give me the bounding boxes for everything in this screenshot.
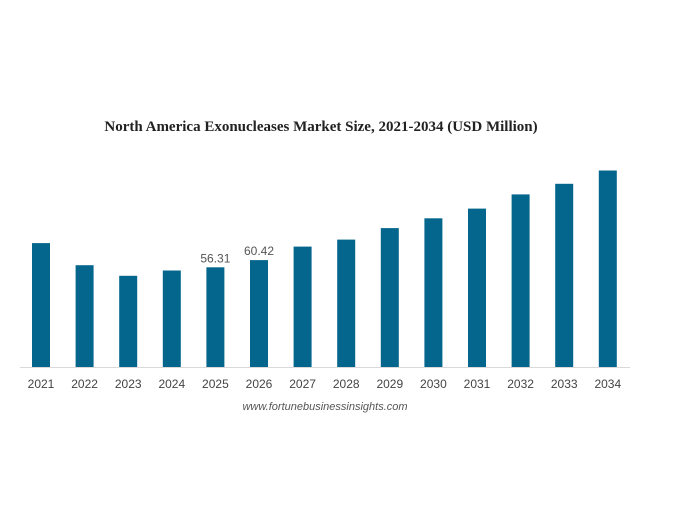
- x-tick-label: 2023: [115, 377, 142, 391]
- x-tick-label: 2026: [246, 377, 273, 391]
- chart-title: North America Exonucleases Market Size, …: [104, 119, 538, 135]
- x-tick-label: 2021: [28, 377, 55, 391]
- bar-2033: [555, 183, 574, 367]
- x-tick-label: 2031: [464, 377, 491, 391]
- bar-2031: [468, 208, 486, 367]
- bar-2030: [424, 218, 443, 367]
- bar-2023: [119, 275, 138, 367]
- x-tick-label: 2029: [376, 377, 403, 391]
- bar-2029: [380, 228, 399, 367]
- x-tick-label: 2032: [507, 377, 534, 391]
- bar-2028: [337, 239, 356, 367]
- bar-2026: [250, 260, 268, 367]
- x-tick-label: 2022: [71, 377, 98, 391]
- x-tick-label: 2034: [594, 377, 621, 391]
- data-label: 60.42: [244, 244, 274, 258]
- x-tick-label: 2024: [158, 377, 185, 391]
- bar-2034: [598, 170, 617, 367]
- bar-2027: [293, 246, 312, 367]
- x-tick-label: 2030: [420, 377, 447, 391]
- source-text: www.fortunebusinessinsights.com: [242, 401, 408, 413]
- bar-2025: [206, 267, 225, 367]
- x-tick-label: 2028: [333, 377, 360, 391]
- bar-2024: [162, 270, 181, 367]
- bar-2021: [32, 243, 50, 367]
- x-tick-label: 2033: [551, 377, 578, 391]
- data-label: 56.31: [200, 251, 230, 265]
- x-tick-label: 2025: [202, 377, 229, 391]
- bar-2032: [511, 194, 530, 367]
- bar-2022: [75, 265, 94, 367]
- x-tick-label: 2027: [289, 377, 316, 391]
